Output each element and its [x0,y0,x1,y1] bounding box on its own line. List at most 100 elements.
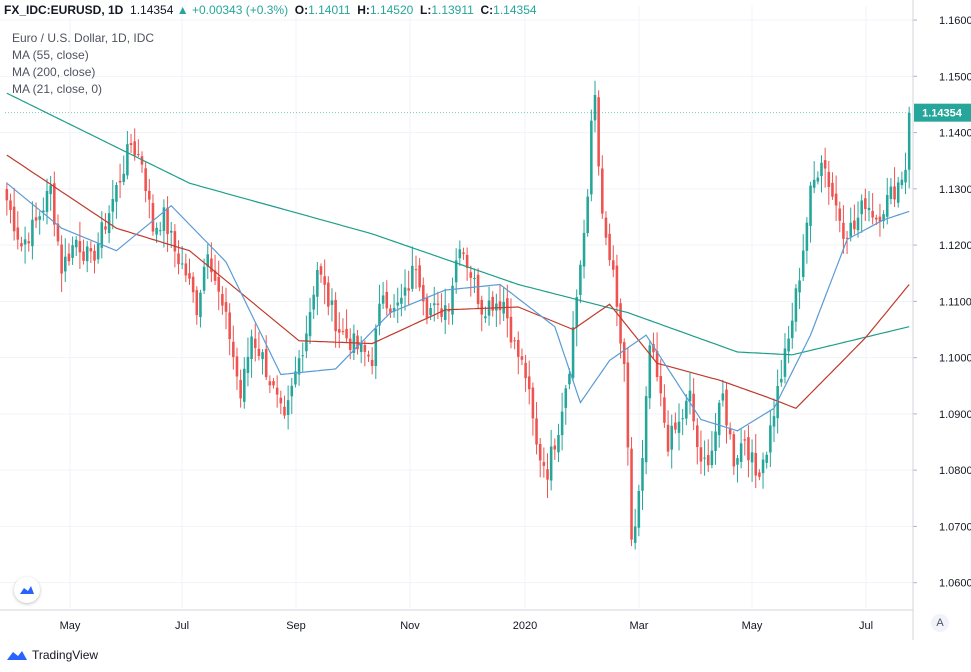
candle-body [418,265,421,288]
candle-body [12,206,16,232]
last-price: 1.14354 [130,3,174,17]
candle-body [783,348,787,377]
candle-body [637,490,641,528]
candle-body [769,425,772,453]
candle-body [188,273,191,279]
price-axis-label: 1.15000 [939,71,971,83]
candle-body [158,230,162,232]
candle-body [904,169,907,183]
candle-body [162,207,166,231]
candle-body [71,245,74,258]
legend-ma55[interactable]: MA (55, close) [12,48,89,62]
candle-body [853,220,856,230]
candle-body [38,216,41,220]
candle-body [516,339,520,357]
candle-body [462,252,465,254]
time-axis-label: Jul [175,620,189,632]
candle-body [586,196,589,234]
candle-body [498,301,502,311]
low-value: 1.13911 [431,3,474,17]
candle-body [23,239,27,245]
candle-body [27,241,31,244]
candle-body [422,284,425,302]
candle-body [538,443,542,461]
candle-body [476,274,480,304]
candle-body [173,231,177,252]
candle-body [480,299,484,315]
candle-body [469,272,473,278]
candle-body [129,143,133,146]
candle-body [34,217,38,221]
candle-body [392,307,396,312]
candle-body [560,411,564,436]
candle-body [907,112,911,170]
candle-body [261,352,264,360]
candle-body [728,429,732,435]
candle-body [601,168,604,214]
candle-body [790,320,794,339]
candle-body [250,336,253,359]
candle-body [473,277,476,280]
candle-body [465,254,469,269]
candle-body [604,217,608,238]
candle-body [666,424,670,452]
candle-body [900,179,904,186]
candle-body [688,390,692,402]
candle-body [432,303,436,306]
candle-body [615,265,619,307]
legend-title[interactable]: Euro / U.S. Dollar, 1D, IDC [12,31,155,45]
price-axis-label: 1.11000 [939,296,971,308]
brand[interactable]: TradingView [6,648,98,662]
candle-body [549,446,553,481]
candle-body [867,207,871,211]
candle-body [575,297,579,328]
open-value: 1.14011 [308,3,351,17]
price-axis-label: 1.14000 [939,128,971,140]
candle-body [754,452,758,476]
price-axis-label: 1.09000 [939,409,971,421]
candle-body [115,184,118,202]
candle-body [794,288,798,322]
candle-body [199,292,202,318]
price-axis-label: 1.08000 [939,465,971,477]
auto-scale-button[interactable]: A [931,614,949,632]
candle-body [257,348,261,357]
candle-body [235,356,239,377]
candle-body [641,458,644,491]
close-value: 1.14354 [493,3,537,17]
legend-ma200[interactable]: MA (200, close) [12,65,96,79]
candle-body [308,312,312,337]
candle-body [677,421,681,433]
candle-body [111,198,115,212]
candle-body [696,425,699,448]
tradingview-chart-icon[interactable] [14,577,40,603]
candle-body [217,276,220,292]
candle-body [527,376,531,390]
candle-body [845,237,849,239]
candle-body [557,434,560,453]
candle-body [619,303,622,344]
candle-body [286,400,290,416]
candle-body [655,351,659,378]
candle-body [243,368,246,402]
candle-body [359,343,363,353]
candle-body [743,439,747,441]
candle-body [312,294,315,310]
candle-body [626,362,630,448]
candle-body [710,450,714,466]
price-axis-label: 1.07000 [939,521,971,533]
candle-body [622,342,626,365]
legend-ma21[interactable]: MA (21, close, 0) [12,82,103,96]
candle-body [374,328,378,366]
time-axis-label: Mar [630,620,649,632]
time-axis-label: May [60,620,81,632]
candle-body [564,388,568,408]
time-axis-label: Jul [859,620,873,632]
candle-body [82,251,85,261]
price-axis-label: 1.13000 [939,184,971,196]
candle-body [425,297,429,318]
candle-body [893,186,896,200]
candle-body [370,359,374,367]
